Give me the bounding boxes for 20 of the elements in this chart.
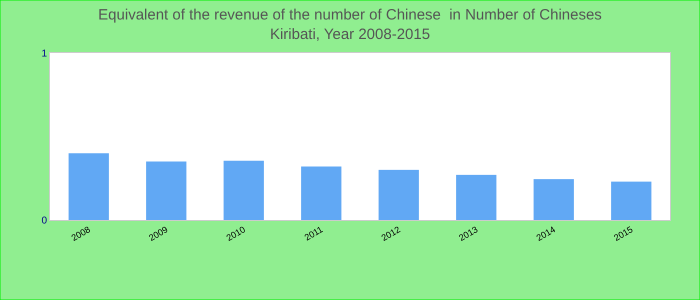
bar [456, 174, 496, 220]
x-tick-label: 2009 [147, 224, 170, 243]
x-tick-label: 2013 [457, 224, 480, 243]
bar [224, 160, 264, 220]
bar [301, 166, 342, 220]
bar [378, 170, 419, 220]
bar [611, 182, 652, 220]
x-tick-label: 2010 [224, 224, 247, 243]
x-tick-label: 2008 [70, 224, 92, 243]
x-tick-label: 2014 [534, 224, 557, 243]
bar [68, 153, 109, 220]
x-tick-label: 2012 [380, 224, 402, 243]
y-tick-label: 0 [41, 216, 48, 226]
x-tick-label: 2015 [612, 224, 634, 243]
bar [146, 162, 186, 220]
bar [534, 179, 574, 220]
chart-title: Equivalent of the revenue of the number of Chinese in Number of Chineses [98, 6, 602, 24]
y-tick-label: 1 [41, 48, 48, 60]
chart-subtitle: Kiribati, Year 2008-2015 [270, 26, 430, 43]
x-tick-label: 2011 [302, 224, 324, 243]
